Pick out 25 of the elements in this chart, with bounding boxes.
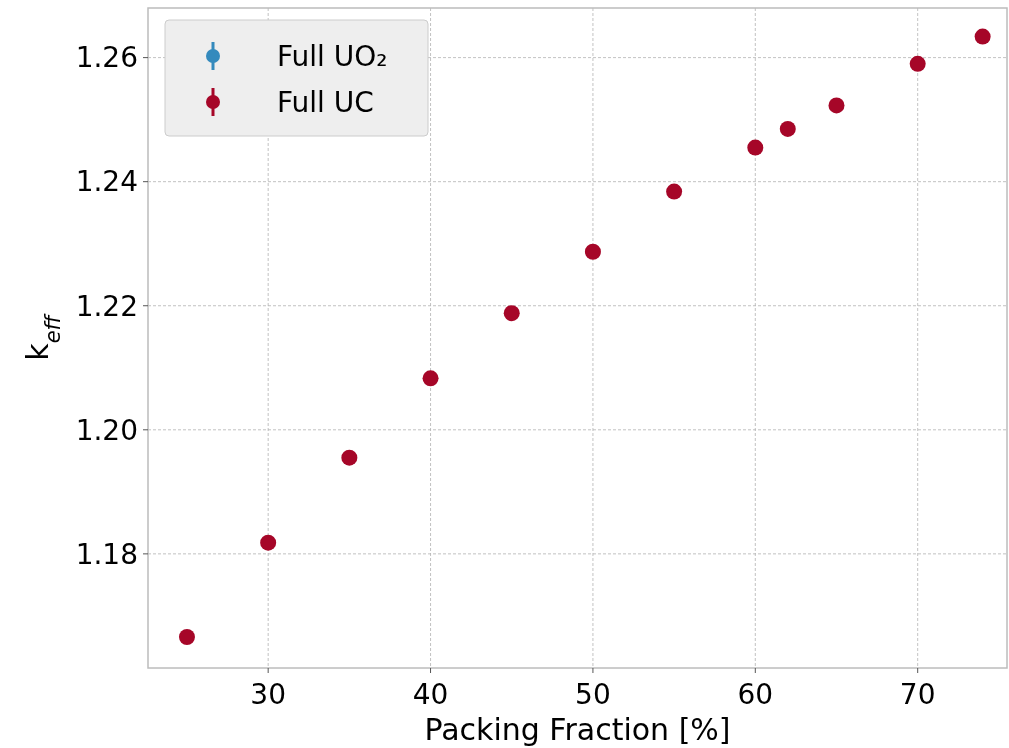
point (178, 629, 195, 645)
legend-label: Full UO₂ (277, 39, 388, 73)
point (260, 534, 277, 551)
y-tick-label: 1.18 (75, 537, 138, 571)
point (974, 28, 991, 45)
point (666, 183, 683, 200)
y-tick-label: 1.24 (75, 165, 138, 199)
point (779, 120, 796, 137)
x-tick-label: 50 (575, 678, 611, 711)
point (584, 243, 601, 260)
point (341, 449, 358, 466)
point (909, 55, 926, 72)
x-tick-label: 70 (899, 678, 936, 711)
x-tick-label: 30 (250, 678, 286, 711)
x-tick-label: 40 (412, 678, 449, 711)
y-tick-label: 1.20 (75, 413, 138, 447)
point (747, 139, 764, 156)
legend-label: Full UC (277, 85, 374, 119)
y-tick-label: 1.26 (75, 41, 138, 75)
point (422, 370, 439, 387)
x-axis-title: Packing Fraction [%] (424, 712, 731, 747)
point (828, 97, 845, 114)
point (503, 305, 520, 322)
x-tick-label: 60 (737, 678, 774, 711)
y-tick-label: 1.22 (75, 289, 138, 323)
